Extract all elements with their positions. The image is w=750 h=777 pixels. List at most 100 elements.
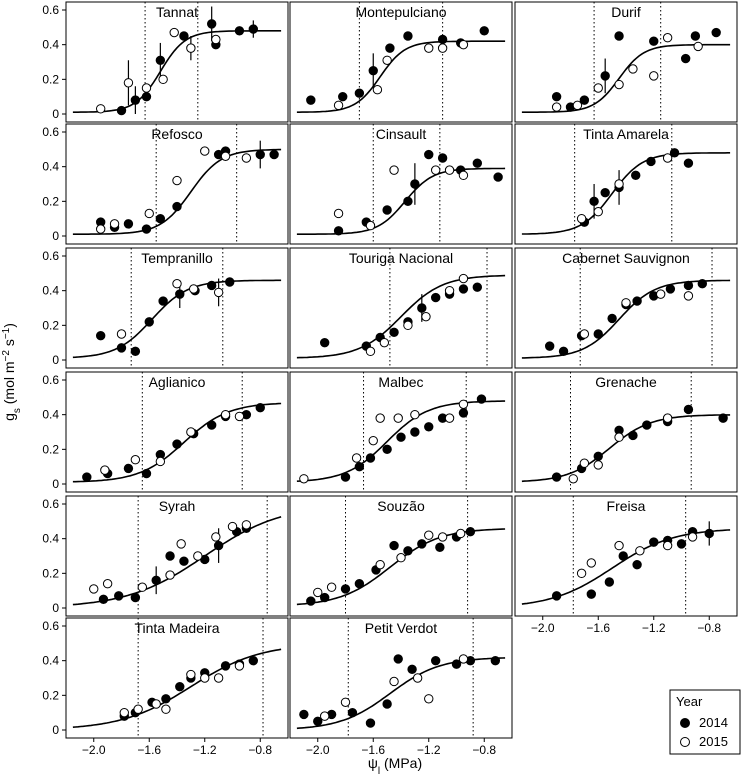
point-2014 bbox=[365, 453, 376, 463]
panel: Tinta Amarela bbox=[514, 123, 738, 245]
fit-curve bbox=[72, 30, 282, 113]
point-2014 bbox=[306, 95, 316, 105]
point-2015 bbox=[579, 329, 590, 339]
point-2015 bbox=[458, 399, 469, 409]
y-tick-label: 0.6 bbox=[42, 497, 59, 511]
panel-title: Tempranillo bbox=[141, 250, 213, 266]
point-2014 bbox=[424, 422, 434, 432]
point-2014 bbox=[116, 343, 127, 353]
legend-label-2014: 2014 bbox=[699, 715, 728, 730]
point-2014 bbox=[141, 468, 152, 479]
point-2014 bbox=[646, 156, 656, 167]
x-tick-label: −1.2 bbox=[642, 621, 666, 635]
point-2014 bbox=[234, 26, 245, 36]
point-2014 bbox=[632, 559, 642, 570]
panel: Tempranillo 0 0.2 0.4 0.6 bbox=[42, 247, 289, 369]
point-2015 bbox=[576, 213, 587, 224]
point-2014 bbox=[172, 201, 182, 212]
point-2014 bbox=[430, 292, 441, 303]
point-2015 bbox=[458, 170, 469, 181]
point-2014 bbox=[649, 36, 659, 46]
panel-title: Tinta Amarela bbox=[583, 126, 669, 142]
point-2015 bbox=[444, 165, 455, 175]
point-2014 bbox=[248, 24, 259, 34]
point-2014 bbox=[403, 196, 413, 207]
point-2014 bbox=[472, 282, 483, 292]
point-2015 bbox=[326, 582, 337, 592]
point-2015 bbox=[662, 33, 673, 43]
panel-title: Aglianico bbox=[149, 374, 206, 390]
point-2014 bbox=[144, 317, 154, 327]
point-2015 bbox=[109, 219, 120, 229]
point-2014 bbox=[704, 528, 714, 539]
point-2015 bbox=[368, 435, 378, 446]
point-2014 bbox=[458, 284, 469, 294]
point-2014 bbox=[347, 707, 358, 718]
y-tick-label: 0.2 bbox=[42, 318, 59, 332]
point-2014 bbox=[465, 527, 476, 537]
point-2014 bbox=[476, 394, 487, 404]
point-2014 bbox=[175, 289, 185, 299]
point-2014 bbox=[711, 27, 721, 38]
point-2014 bbox=[424, 149, 434, 160]
point-2014 bbox=[437, 34, 448, 45]
point-2014 bbox=[340, 472, 351, 482]
point-2014 bbox=[179, 556, 189, 566]
point-2015 bbox=[211, 34, 221, 45]
point-2014 bbox=[340, 584, 351, 594]
point-2014 bbox=[396, 432, 406, 442]
y-tick-label: 0.4 bbox=[42, 532, 59, 546]
point-2015 bbox=[458, 39, 469, 50]
point-2014 bbox=[479, 26, 489, 36]
point-2014 bbox=[490, 655, 501, 666]
point-2014 bbox=[354, 579, 365, 589]
panel-frame bbox=[289, 371, 513, 493]
point-2014 bbox=[389, 327, 399, 337]
point-2014 bbox=[718, 413, 728, 423]
point-2015 bbox=[299, 474, 309, 484]
point-2014 bbox=[123, 219, 134, 229]
point-2015 bbox=[100, 465, 110, 475]
point-2014 bbox=[437, 153, 448, 163]
point-2015 bbox=[693, 41, 703, 52]
point-2014 bbox=[365, 718, 376, 728]
point-2014 bbox=[430, 655, 441, 666]
panel-title: Refosco bbox=[151, 126, 203, 142]
point-2014 bbox=[458, 408, 469, 418]
point-2014 bbox=[175, 681, 185, 692]
point-2014 bbox=[628, 430, 638, 441]
point-2015 bbox=[234, 661, 245, 671]
point-2014 bbox=[213, 540, 224, 551]
point-2015 bbox=[137, 582, 148, 592]
point-2014 bbox=[683, 158, 694, 168]
x-tick-label: −1.2 bbox=[417, 743, 441, 757]
point-2015 bbox=[614, 432, 624, 442]
point-2015 bbox=[389, 676, 399, 687]
point-2015 bbox=[579, 458, 590, 468]
point-2014 bbox=[225, 277, 235, 287]
panel-frame bbox=[514, 371, 738, 493]
point-2015 bbox=[333, 208, 344, 219]
panel-frame bbox=[514, 123, 738, 245]
point-2014 bbox=[600, 71, 610, 81]
point-2015 bbox=[687, 532, 698, 542]
point-2015 bbox=[662, 540, 673, 551]
point-2015 bbox=[412, 673, 423, 683]
panel-frame bbox=[65, 1, 289, 123]
y-tick-label: 0.6 bbox=[42, 125, 59, 139]
point-2015 bbox=[227, 521, 238, 532]
point-2014 bbox=[683, 404, 694, 415]
point-2014 bbox=[368, 65, 378, 76]
point-2014 bbox=[382, 205, 392, 215]
point-2014 bbox=[665, 284, 676, 294]
point-2015 bbox=[241, 153, 252, 163]
point-2014 bbox=[614, 31, 624, 41]
point-2015 bbox=[375, 559, 385, 570]
y-tick-label: 0 bbox=[52, 229, 59, 243]
fit-curve bbox=[296, 274, 506, 359]
point-2014 bbox=[607, 313, 617, 324]
fit-curve bbox=[521, 279, 731, 359]
point-2015 bbox=[158, 74, 168, 85]
y-tick-label: 0.4 bbox=[42, 38, 59, 52]
point-2015 bbox=[151, 699, 161, 709]
